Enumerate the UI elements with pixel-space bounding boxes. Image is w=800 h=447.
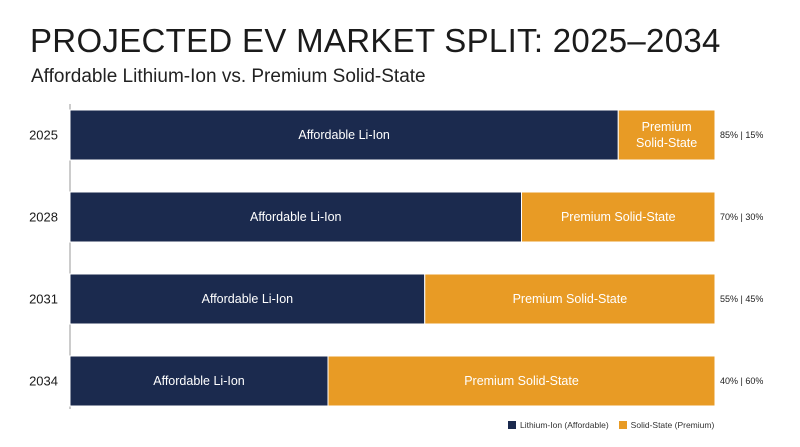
legend-label-solid-state: Solid-State (Premium) [630,420,715,430]
bar-solid-state [617,109,716,161]
bar-lithium-ion [69,273,426,325]
bar-solid-state [327,355,716,407]
chart-legend: Lithium-Ion (Affordable) Solid-State (Pr… [508,420,714,430]
bar-data-label: Premium [642,120,692,134]
category-label: 2034 [29,374,58,389]
legend-swatch-lithium-ion [508,421,516,429]
legend-swatch-solid-state [618,421,627,429]
legend-item-solid-state: Solid-State (Premium) [618,420,715,430]
legend-item-lithium-ion: Lithium-Ion (Affordable) [508,420,609,430]
bar-solid-state [424,273,716,325]
chart-subtitle: Affordable Lithium-Ion vs. Premium Solid… [31,66,426,87]
share-label: 55% | 45% [720,294,763,304]
bar-data-label: Premium Solid-State [561,210,676,224]
category-label: 2028 [29,210,58,225]
bar-lithium-ion [69,191,522,243]
bar-solid-state [521,191,716,243]
share-label: 40% | 60% [720,376,763,386]
bar-data-label: Affordable Li-Ion [250,210,342,224]
bar-data-label: Affordable Li-Ion [202,292,294,306]
chart-title: PROJECTED EV MARKET SPLIT: 2025–2034 [30,22,721,59]
share-label: 70% | 30% [720,212,763,222]
bar-data-label: Solid-State [636,136,697,150]
bar-data-label: Premium Solid-State [464,374,579,388]
bar-data-label: Affordable Li-Ion [298,128,390,142]
category-label: 2025 [29,128,58,143]
category-label: 2031 [29,292,58,307]
bar-data-label: Premium Solid-State [513,292,628,306]
bar-data-label: Affordable Li-Ion [153,374,245,388]
bar-lithium-ion [69,355,329,407]
legend-label-lithium-ion: Lithium-Ion (Affordable) [520,420,609,430]
share-label: 85% | 15% [720,130,763,140]
